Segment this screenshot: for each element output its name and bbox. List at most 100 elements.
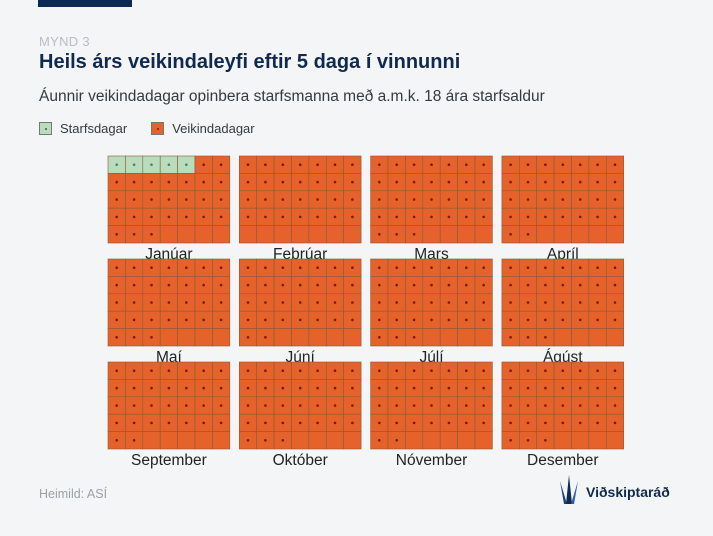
sick-day-cell xyxy=(159,225,178,244)
day-marker xyxy=(412,233,416,236)
day-marker xyxy=(412,386,416,390)
chart-title: Heils árs veikindaleyfi eftir 5 daga í v… xyxy=(39,51,461,73)
day-marker xyxy=(333,266,337,270)
day-marker xyxy=(298,369,302,373)
day-marker xyxy=(132,439,136,442)
day-marker xyxy=(482,404,486,407)
day-marker xyxy=(264,198,267,201)
month-grid xyxy=(501,361,624,450)
day-marker xyxy=(316,198,319,201)
day-marker xyxy=(298,198,302,201)
day-marker xyxy=(430,283,433,287)
day-marker xyxy=(298,266,302,270)
month-label: September xyxy=(131,452,207,469)
day-marker xyxy=(333,198,337,201)
sick-day-cell xyxy=(343,225,362,244)
day-marker xyxy=(509,180,512,184)
day-marker xyxy=(509,318,512,322)
day-marker xyxy=(395,198,399,201)
day-marker xyxy=(465,301,468,304)
sick-day-cell xyxy=(159,431,178,450)
day-marker xyxy=(544,301,547,304)
day-marker xyxy=(219,421,223,425)
day-marker xyxy=(395,336,399,339)
sick-day-cell xyxy=(194,328,213,347)
day-marker xyxy=(246,198,250,201)
day-marker xyxy=(132,266,136,270)
day-marker xyxy=(412,301,416,304)
day-marker xyxy=(526,421,530,425)
sick-day-cell xyxy=(308,328,327,347)
day-marker xyxy=(544,318,547,322)
month-grid xyxy=(501,155,624,244)
day-marker xyxy=(219,301,223,304)
day-marker xyxy=(395,386,399,390)
day-marker xyxy=(281,215,285,219)
day-marker xyxy=(395,318,399,322)
viskiptarad-logo-icon xyxy=(560,475,578,504)
day-marker xyxy=(150,386,153,390)
legend: Starfsdagar Veikindadagar xyxy=(39,119,279,137)
day-marker xyxy=(447,180,451,184)
day-marker xyxy=(465,163,468,166)
month-grid xyxy=(370,361,493,450)
day-marker xyxy=(447,421,451,425)
day-marker xyxy=(167,266,171,270)
day-marker xyxy=(264,318,267,322)
day-marker xyxy=(465,198,468,201)
sick-day-cell xyxy=(571,431,590,450)
day-marker xyxy=(378,336,381,339)
day-marker xyxy=(264,439,267,442)
legend-label-work: Starfsdagar xyxy=(60,120,128,136)
day-marker xyxy=(578,266,582,270)
day-marker xyxy=(613,386,617,390)
day-marker xyxy=(561,198,565,201)
day-marker xyxy=(132,198,136,201)
day-marker xyxy=(465,283,468,287)
day-marker xyxy=(378,283,381,287)
day-marker xyxy=(316,215,319,219)
day-marker xyxy=(544,180,547,184)
day-marker xyxy=(115,318,118,322)
day-marker xyxy=(465,180,468,184)
day-marker xyxy=(115,336,118,339)
sick-day-cell xyxy=(422,328,441,347)
day-marker xyxy=(544,386,547,390)
day-marker xyxy=(132,369,136,373)
day-marker xyxy=(316,318,319,322)
day-marker xyxy=(333,421,337,425)
day-marker xyxy=(219,163,223,166)
top-accent-bar xyxy=(38,0,132,7)
day-marker xyxy=(509,421,512,425)
day-marker xyxy=(150,233,153,236)
legend-item-work: Starfsdagar xyxy=(39,121,127,136)
day-marker xyxy=(298,301,302,304)
day-marker xyxy=(596,215,599,219)
day-marker xyxy=(544,198,547,201)
sick-day-cell xyxy=(422,225,441,244)
day-marker xyxy=(219,266,223,270)
day-marker xyxy=(202,386,205,390)
day-marker xyxy=(613,198,617,201)
day-marker xyxy=(378,301,381,304)
day-marker xyxy=(578,369,582,373)
sick-day-cell xyxy=(212,431,231,450)
day-marker xyxy=(132,163,136,166)
legend-swatch-sick xyxy=(151,121,165,135)
day-marker xyxy=(246,163,250,166)
day-marker xyxy=(613,180,617,184)
day-marker xyxy=(246,421,250,425)
day-marker xyxy=(351,318,354,322)
day-marker xyxy=(378,266,381,270)
day-marker xyxy=(351,266,354,270)
sick-day-cell xyxy=(474,225,493,244)
day-marker xyxy=(115,233,118,236)
day-marker xyxy=(482,163,486,166)
day-marker xyxy=(264,163,267,166)
day-marker xyxy=(526,163,530,166)
sick-day-cell xyxy=(605,225,624,244)
day-marker xyxy=(281,283,285,287)
day-marker xyxy=(132,233,136,236)
day-marker xyxy=(264,301,267,304)
day-marker xyxy=(219,198,223,201)
